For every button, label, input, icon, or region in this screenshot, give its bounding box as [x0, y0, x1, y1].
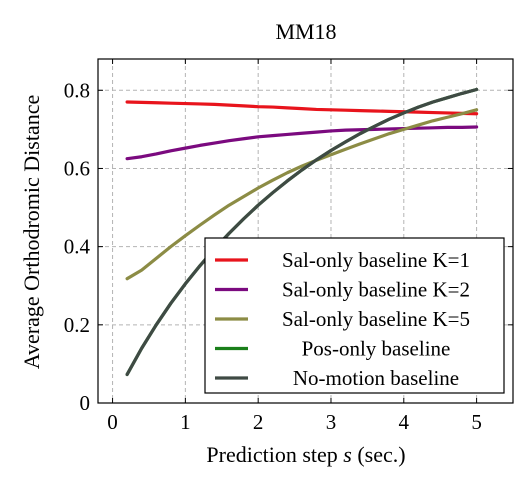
x-axis-label: Prediction step s (sec.): [206, 442, 405, 467]
chart-title: MM18: [275, 19, 336, 44]
legend-box: [204, 237, 505, 394]
y-axis-label: Average Orthodromic Distance: [19, 95, 44, 369]
x-tick-label: 2: [253, 410, 264, 434]
series-line-sal-only-baseline-k-1: [125, 100, 479, 116]
x-tick-label: 3: [326, 410, 337, 434]
legend-label-sal-only-baseline-k-2: Sal-only baseline K=2: [282, 278, 470, 302]
legend-label-sal-only-baseline-k-5: Sal-only baseline K=5: [282, 307, 470, 331]
y-tick-label: 0.8: [64, 78, 90, 102]
series-lines: [125, 87, 479, 377]
x-tick-label: 5: [471, 410, 482, 434]
series-line-sal-only-baseline-k-2: [125, 125, 479, 161]
legend-items: Sal-only baseline K=1 Sal-only baseline K…: [215, 248, 470, 390]
y-tick-label: 0.6: [64, 156, 90, 180]
x-tick-label: 4: [399, 410, 410, 434]
legend-label-pos-only-baseline: Pos-only baseline: [302, 337, 451, 361]
legend-label-no-motion-baseline: No-motion baseline: [293, 366, 459, 390]
x-tick-label: 0: [107, 410, 118, 434]
x-axis-label-variable: s: [343, 442, 352, 467]
y-tick-label: 0.4: [64, 235, 91, 259]
axis-ticks: 0 1 2 3 4 5 0 0.2 0.4 0.6 0.8: [64, 59, 513, 434]
x-tick-label: 1: [180, 410, 191, 434]
legend: Sal-only baseline K=1 Sal-only baseline K…: [204, 237, 505, 394]
legend-label-sal-only-baseline-k-1: Sal-only baseline K=1: [282, 248, 470, 272]
y-tick-label: 0.2: [64, 313, 90, 337]
x-axis-label-main: Prediction step: [206, 442, 343, 467]
x-axis-label-unit: (sec.): [352, 442, 406, 467]
series-line-sal-only-baseline-k-5: [125, 108, 479, 281]
y-tick-label: 0: [80, 391, 91, 415]
series-line-no-motion-baseline: [125, 87, 479, 377]
plot-frame: [97, 58, 514, 404]
